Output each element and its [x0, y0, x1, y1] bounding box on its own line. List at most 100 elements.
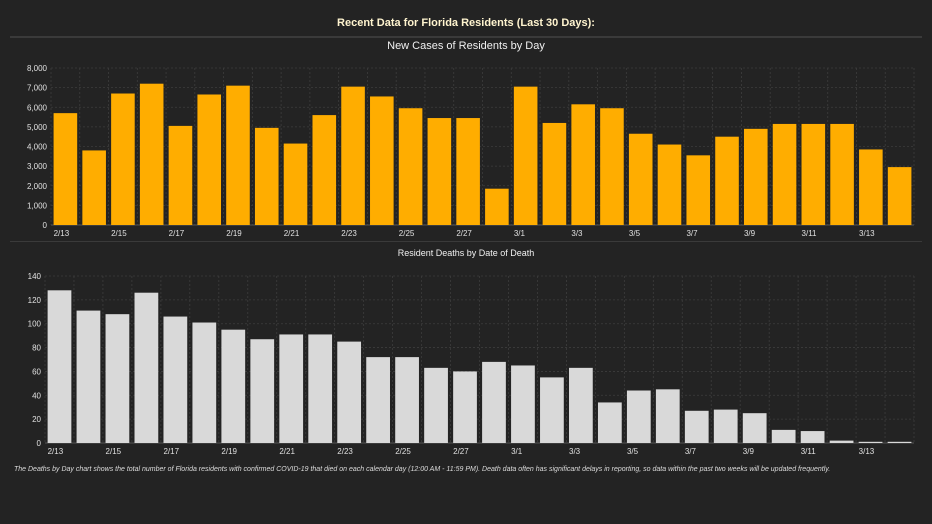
- x-tick-label: 3/7: [685, 447, 697, 456]
- x-tick-label: 3/1: [514, 229, 526, 238]
- bar-3/2[interactable]: [542, 122, 567, 225]
- bar-3/13[interactable]: [859, 149, 883, 225]
- y-tick-label: 6,000: [27, 103, 48, 112]
- y-tick-label: 100: [28, 320, 42, 329]
- x-tick-label: 2/21: [279, 447, 295, 456]
- bar-2/14[interactable]: [76, 310, 101, 443]
- bar-3/14[interactable]: [887, 167, 912, 225]
- bar-3/4[interactable]: [600, 108, 624, 225]
- y-tick-label: 3,000: [27, 162, 48, 171]
- bar-2/21[interactable]: [279, 334, 304, 443]
- bar-2/13[interactable]: [47, 290, 72, 443]
- bar-3/10[interactable]: [772, 123, 797, 225]
- bar-3/10[interactable]: [771, 429, 796, 443]
- x-tick-label: 3/5: [629, 229, 641, 238]
- bar-3/8[interactable]: [713, 409, 738, 443]
- x-tick-label: 2/13: [48, 447, 64, 456]
- x-tick-label: 3/13: [859, 447, 875, 456]
- bar-3/1[interactable]: [513, 86, 538, 225]
- bar-2/28[interactable]: [485, 188, 509, 225]
- footnote: The Deaths by Day chart shows the total …: [14, 466, 831, 473]
- x-tick-label: 2/19: [226, 229, 242, 238]
- bar-3/5[interactable]: [626, 390, 651, 443]
- bar-3/1[interactable]: [511, 365, 535, 443]
- x-tick-label: 2/23: [341, 229, 357, 238]
- y-tick-label: 7,000: [27, 84, 48, 93]
- bar-2/24[interactable]: [366, 357, 390, 443]
- x-tick-label: 2/23: [337, 447, 353, 456]
- bar-2/18[interactable]: [197, 94, 222, 226]
- title-divider: [10, 36, 922, 37]
- bar-3/12[interactable]: [829, 440, 854, 443]
- x-tick-label: 3/3: [569, 447, 581, 456]
- bar-2/27[interactable]: [453, 371, 477, 443]
- bar-3/9[interactable]: [743, 128, 768, 225]
- x-tick-label: 3/5: [627, 447, 639, 456]
- bar-2/19[interactable]: [221, 329, 246, 443]
- bar-3/3[interactable]: [569, 367, 593, 443]
- bar-2/15[interactable]: [111, 93, 135, 225]
- y-tick-label: 20: [32, 415, 41, 424]
- bar-3/9[interactable]: [742, 413, 767, 443]
- x-tick-label: 2/27: [453, 447, 469, 456]
- x-tick-label: 2/27: [456, 229, 472, 238]
- x-tick-label: 3/7: [686, 229, 698, 238]
- x-tick-label: 3/13: [859, 229, 875, 238]
- bar-2/20[interactable]: [250, 339, 275, 443]
- deaths-chart: 0 20 40 60 80 100 120 140 2/13 2/15 2/17 2/19 2/21 2/…: [28, 272, 915, 456]
- bar-2/25[interactable]: [398, 108, 423, 225]
- x-tick-label: 3/9: [743, 447, 755, 456]
- bar-3/6[interactable]: [657, 144, 682, 225]
- x-tick-label: 3/3: [571, 229, 583, 238]
- x-tick-label: 2/19: [221, 447, 237, 456]
- bar-3/11[interactable]: [801, 123, 826, 225]
- bar-2/17[interactable]: [168, 125, 193, 225]
- bar-2/15[interactable]: [105, 314, 130, 443]
- bar-3/6[interactable]: [655, 389, 680, 443]
- bar-3/12[interactable]: [830, 123, 854, 225]
- x-tick-label: 2/25: [395, 447, 411, 456]
- bar-2/20[interactable]: [254, 127, 279, 225]
- bar-2/28[interactable]: [482, 361, 506, 443]
- bar-2/23[interactable]: [337, 341, 362, 443]
- bar-3/11[interactable]: [800, 431, 825, 443]
- bar-2/27[interactable]: [456, 118, 480, 225]
- bar-2/16[interactable]: [139, 83, 164, 225]
- bar-2/26[interactable]: [427, 118, 452, 225]
- cases-panel-border: [10, 37, 922, 38]
- y-tick-label: 60: [32, 367, 41, 376]
- bar-2/25[interactable]: [395, 357, 419, 443]
- y-tick-label: 0: [43, 221, 48, 230]
- bar-3/2[interactable]: [540, 377, 564, 443]
- bar-3/8[interactable]: [715, 136, 739, 225]
- bar-2/17[interactable]: [163, 316, 188, 443]
- bar-2/13[interactable]: [53, 113, 78, 225]
- bar-2/22[interactable]: [308, 334, 333, 443]
- bar-2/16[interactable]: [134, 292, 159, 443]
- bar-3/13[interactable]: [858, 441, 883, 443]
- bar-3/3[interactable]: [571, 104, 595, 225]
- bar-3/7[interactable]: [686, 155, 711, 225]
- bar-3/4[interactable]: [597, 402, 622, 443]
- y-tick-label: 5,000: [27, 123, 48, 132]
- bar-2/18[interactable]: [192, 322, 217, 443]
- bar-2/21[interactable]: [283, 143, 308, 225]
- x-tick-label: 2/17: [163, 447, 179, 456]
- x-tick-label: 2/15: [111, 229, 127, 238]
- bar-2/23[interactable]: [341, 86, 365, 225]
- bar-3/5[interactable]: [628, 133, 653, 225]
- bar-2/19[interactable]: [226, 85, 250, 225]
- x-tick-label: 2/13: [54, 229, 70, 238]
- bar-2/14[interactable]: [82, 150, 106, 225]
- bar-2/24[interactable]: [370, 96, 394, 225]
- x-tick-label: 2/17: [169, 229, 185, 238]
- bar-2/22[interactable]: [312, 115, 337, 225]
- x-tick-label: 2/25: [399, 229, 415, 238]
- y-tick-label: 2,000: [27, 182, 48, 191]
- x-tick-label: 2/15: [106, 447, 122, 456]
- x-tick-label: 3/11: [801, 447, 817, 456]
- bar-3/14[interactable]: [887, 441, 912, 443]
- y-tick-label: 0: [37, 439, 42, 448]
- bar-2/26[interactable]: [424, 367, 448, 443]
- bar-3/7[interactable]: [684, 410, 709, 443]
